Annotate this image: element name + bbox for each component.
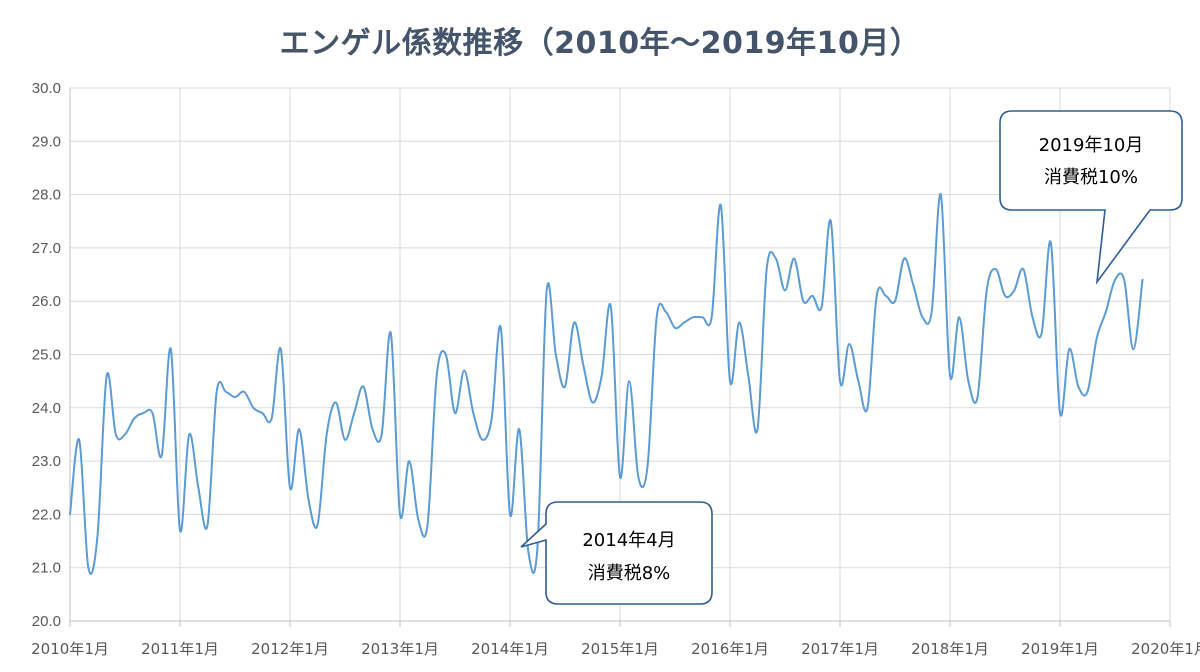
y-tick-label: 25.0 xyxy=(32,347,61,364)
y-tick-label: 26.0 xyxy=(32,293,61,310)
y-tick-label: 20.0 xyxy=(32,613,61,630)
y-tick-label: 27.0 xyxy=(32,240,61,257)
x-tick-label: 2012年1月 xyxy=(251,640,329,658)
x-tick-label: 2018年1月 xyxy=(911,640,989,658)
callout-2014-line2: 消費税8% xyxy=(588,563,671,584)
chart-title: エンゲル係数推移（2010年～2019年10月） xyxy=(279,26,921,61)
callout-2014-line1: 2014年4月 xyxy=(582,530,675,551)
callout-2014-bubble xyxy=(520,501,713,605)
x-tick-label: 2010年1月 xyxy=(31,640,109,658)
x-tick-label: 2017年1月 xyxy=(801,640,879,658)
x-tick-label: 2014年1月 xyxy=(471,640,549,658)
callout-2019-line2: 消費税10% xyxy=(1044,167,1138,188)
y-tick-label: 30.0 xyxy=(32,80,61,97)
callout-2019-bubble xyxy=(999,110,1183,285)
x-tick-label: 2016年1月 xyxy=(691,640,769,658)
x-tick-label: 2015年1月 xyxy=(581,640,659,658)
series-line-group xyxy=(69,193,1144,575)
x-tick-label: 2020年1月 xyxy=(1131,640,1200,658)
y-tick-label: 22.0 xyxy=(32,506,61,523)
x-tick-label: 2011年1月 xyxy=(141,640,219,658)
x-tick-label: 2013年1月 xyxy=(361,640,439,658)
y-tick-label: 23.0 xyxy=(32,453,61,470)
callout-2019-october: 2019年10月 消費税10% xyxy=(999,110,1183,285)
callout-2014-april: 2014年4月 消費税8% xyxy=(520,501,713,605)
x-tick-label: 2019年1月 xyxy=(1021,640,1099,658)
y-tick-label: 24.0 xyxy=(32,400,61,417)
axes: 20.0 21.0 22.0 23.0 24.0 25.0 26.0 27.0 28.0 29.0… xyxy=(31,80,1200,658)
y-tick-label: 29.0 xyxy=(32,133,61,150)
y-tick-label: 28.0 xyxy=(32,187,61,204)
gridlines xyxy=(70,87,1171,622)
callout-2019-line1: 2019年10月 xyxy=(1039,135,1144,156)
y-tick-label: 21.0 xyxy=(32,560,61,577)
